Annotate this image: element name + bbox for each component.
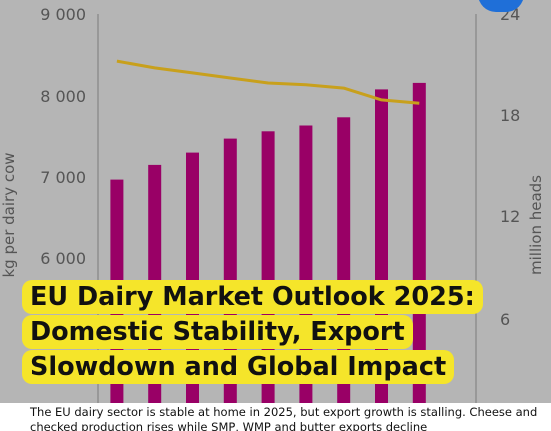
article-summary: The EU dairy sector is stable at home in… (0, 403, 551, 431)
line-layer (116, 59, 420, 105)
right-tick-label: 18 (500, 106, 520, 125)
right-tick-label: 6 (500, 310, 510, 329)
bar-yield-6 (299, 125, 313, 431)
headline: EU Dairy Market Outlook 2025: Domestic S… (22, 280, 483, 385)
headline-line-2: Domestic Stability, Export (22, 315, 413, 349)
right-tick-label: 12 (500, 207, 520, 226)
right-axis-title: million heads (527, 175, 545, 275)
bar-yield-9 (412, 82, 426, 431)
brand-logo-icon (478, 0, 524, 12)
line-cow-numbers (116, 59, 420, 105)
headline-line-3: Slowdown and Global Impact (22, 350, 455, 384)
headline-line-1: EU Dairy Market Outlook 2025: (22, 280, 483, 314)
left-tick-label: 9 000 (40, 5, 86, 24)
left-tick-label: 8 000 (40, 87, 86, 106)
left-tick-label: 7 000 (40, 168, 86, 187)
left-tick-label: 6 000 (40, 249, 86, 268)
left-axis-title: kg per dairy cow (0, 152, 18, 277)
